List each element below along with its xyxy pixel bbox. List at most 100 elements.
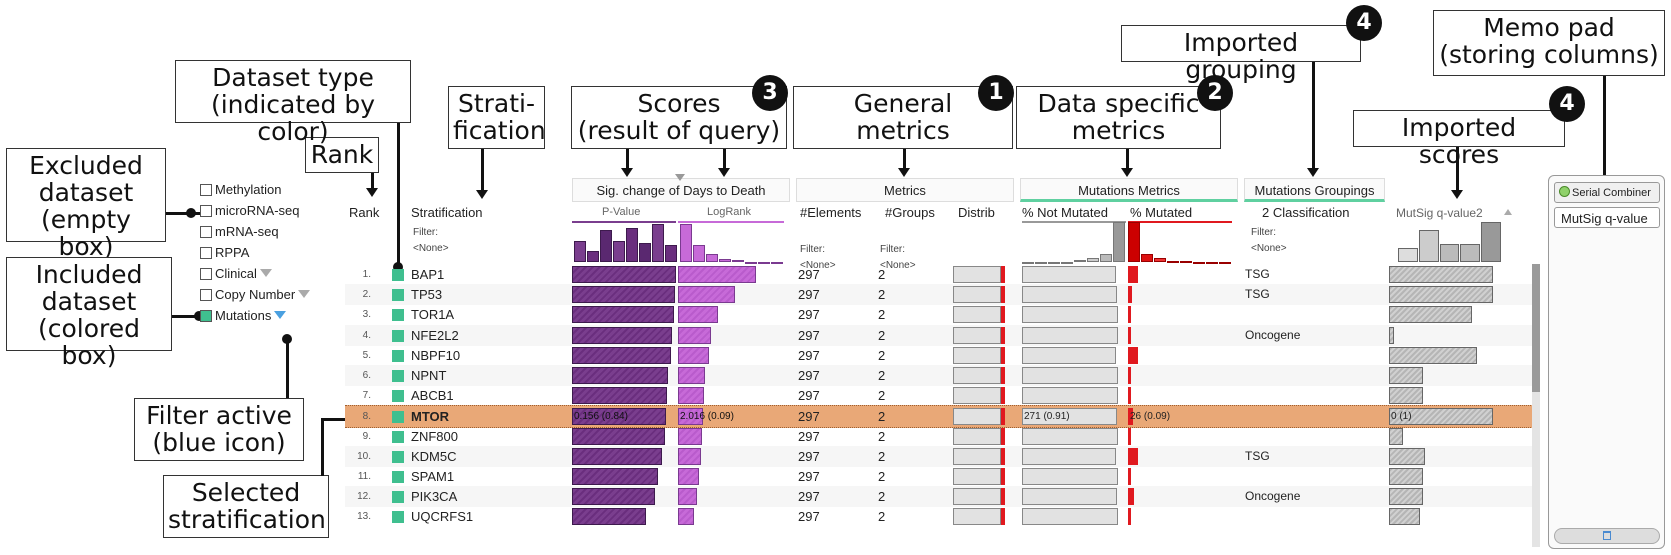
connector-dot-filter [282, 334, 292, 344]
dataset-checkbox[interactable] [200, 226, 212, 238]
elements-cell: 297 [798, 489, 820, 505]
histogram-bar [1061, 262, 1073, 264]
stratification-name: PIK3CA [411, 489, 458, 505]
table-row[interactable]: 10. KDM5C 297 2 TSG [345, 445, 1535, 467]
table-row[interactable]: 13. UQCRFS1 297 2 [345, 506, 1535, 527]
col-header-mutated[interactable]: % Mutated [1130, 205, 1193, 220]
dataset-item-clinical[interactable]: Clinical [200, 264, 272, 284]
dataset-checkbox[interactable] [200, 289, 212, 301]
mutsig-bar [1389, 346, 1478, 364]
filter-icon[interactable] [259, 269, 272, 277]
group-header-metrics[interactable]: Metrics [796, 178, 1014, 202]
dataset-item-microrna-seq[interactable]: microRNA-seq [200, 201, 300, 221]
histogram-bar [587, 250, 599, 262]
connector-rank [371, 173, 374, 189]
pvalue-bar [572, 326, 672, 344]
filter-elements[interactable]: Filter: <None> [800, 244, 836, 271]
mutated-bar [1128, 306, 1131, 324]
elements-cell: 297 [798, 267, 820, 282]
mutsig-bar [1389, 427, 1403, 445]
connector-dataset-type [397, 123, 400, 266]
distrib-bar [953, 286, 1001, 304]
filter-groups[interactable]: Filter: <None> [880, 244, 916, 271]
mutsig-sort-icon[interactable] [1504, 209, 1512, 215]
group-header-mutations-groupings[interactable]: Mutations Groupings [1244, 178, 1385, 202]
mutated-bar [1128, 447, 1138, 465]
memo-item-serial-combiner[interactable]: Serial Combiner [1554, 182, 1660, 203]
col-header-elements[interactable]: #Elements [800, 205, 862, 220]
table-row[interactable]: 8. MTOR 0.156 (0.84) 2.016 (0.09) 297 2 271 (0… [345, 405, 1535, 429]
dataset-item-mutations[interactable]: Mutations [200, 306, 287, 326]
col-header-mutsig[interactable]: MutSig q-value2 [1396, 206, 1483, 220]
pvalue-label: 0.156 (0.84) [574, 411, 628, 423]
table-scrollbar-thumb[interactable] [1532, 264, 1540, 392]
histogram-bar [1180, 261, 1192, 264]
group-header-sig-change[interactable]: Sig. change of Days to Death [572, 178, 790, 202]
elements-cell: 297 [798, 327, 820, 343]
dataset-type-swatch [392, 491, 404, 504]
mutsig-bar [1389, 306, 1473, 324]
dataset-checkbox[interactable] [200, 205, 212, 217]
histogram-bar [719, 258, 731, 262]
connector-arrow-scores-l [621, 168, 633, 177]
table-row[interactable]: 12. PIK3CA 297 2 Oncogene [345, 486, 1535, 508]
filter-icon[interactable] [274, 311, 287, 319]
dataset-item-rppa[interactable]: RPPA [200, 243, 249, 263]
mutsig-bar [1389, 468, 1424, 485]
col-header-distrib[interactable]: Distrib [958, 205, 995, 220]
table-row[interactable]: 9. ZNF800 297 2 [345, 426, 1535, 447]
callout-general-metrics: General metrics [793, 86, 1013, 149]
filter-classification[interactable]: Filter: <None> [1251, 227, 1287, 254]
table-row[interactable]: 2. TP53 297 2 TSG [345, 284, 1535, 306]
col-header-rank[interactable]: Rank [349, 205, 380, 220]
col-header-pvalue[interactable]: P-Value [602, 206, 641, 218]
logrank-bar [678, 468, 699, 485]
dataset-checkbox[interactable] [200, 247, 212, 259]
grouping-cell: TSG [1245, 267, 1270, 281]
dataset-checkbox[interactable] [200, 268, 212, 280]
filter-strat[interactable]: Filter: <None> [413, 227, 449, 254]
col-header-logrank[interactable]: LogRank [707, 206, 752, 218]
col-header-stratification[interactable]: Stratification [411, 205, 483, 220]
pvalue-bar [572, 488, 656, 506]
groups-cell: 2 [878, 469, 886, 484]
table-row[interactable]: 11. SPAM1 297 2 [345, 466, 1535, 487]
table-row[interactable]: 3. TOR1A 297 2 [345, 304, 1535, 325]
mutsig-label: 0 (1) [1391, 411, 1412, 423]
dataset-checkbox[interactable] [200, 310, 212, 322]
dataset-item-copy-number[interactable]: Copy Number [200, 285, 311, 305]
distrib-mutated-bar [1001, 488, 1005, 506]
callout-included-dataset: Included dataset (colored box) [6, 257, 172, 369]
col-header-classification[interactable]: 2 Classification [1262, 205, 1350, 220]
table-scrollbar[interactable] [1532, 264, 1540, 547]
col-header-not-mutated[interactable]: % Not Mutated [1022, 205, 1108, 220]
memo-item-mutsig[interactable]: MutSig q-value [1554, 207, 1660, 228]
dataset-label: Clinical [215, 266, 257, 281]
col-header-groups[interactable]: #Groups [885, 205, 935, 220]
table-row[interactable]: 4. NFE2L2 297 2 Oncogene [345, 324, 1535, 346]
dataset-item-methylation[interactable]: Methylation [200, 180, 281, 200]
mutsig-bar [1389, 326, 1395, 344]
mutated-bar [1128, 346, 1138, 364]
group-header-mutations-metrics[interactable]: Mutations Metrics [1020, 178, 1238, 202]
table-row[interactable]: 7. ABCB1 297 2 [345, 385, 1535, 406]
filter-icon[interactable] [298, 290, 311, 298]
distrib-mutated-bar [1001, 468, 1005, 485]
histogram-logrank [680, 224, 784, 264]
sort-indicator-icon[interactable] [675, 174, 685, 181]
connector-dot-included [194, 311, 204, 321]
table-row[interactable]: 5. NBPF10 297 2 [345, 345, 1535, 366]
dataset-checkbox[interactable] [200, 184, 212, 196]
histogram-bar [1219, 262, 1231, 264]
memo-trash-button[interactable] [1554, 528, 1660, 544]
histogram-bar [1167, 260, 1179, 263]
distrib-bar [953, 408, 1001, 426]
distrib-bar [953, 306, 1001, 324]
elements-cell: 297 [798, 448, 820, 464]
not-mutated-bar [1022, 346, 1116, 364]
dataset-item-mrna-seq[interactable]: mRNA-seq [200, 222, 279, 242]
table-row[interactable]: 1. BAP1 297 2 TSG [345, 264, 1535, 285]
table-row[interactable]: 6. NPNT 297 2 [345, 365, 1535, 386]
callout-filter-active: Filter active (blue icon) [134, 398, 304, 461]
connector-data-specific [1126, 149, 1129, 169]
